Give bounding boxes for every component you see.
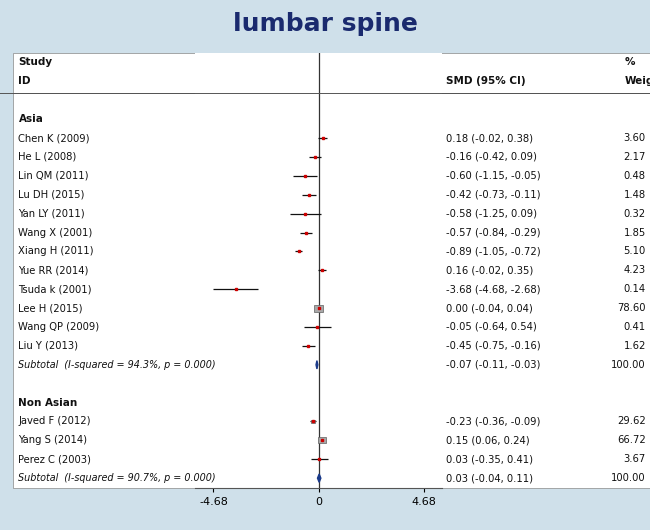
Text: Yang S (2014): Yang S (2014) xyxy=(18,435,88,445)
Text: 78.60: 78.60 xyxy=(618,303,646,313)
Text: 1.48: 1.48 xyxy=(624,190,646,200)
Text: Yue RR (2014): Yue RR (2014) xyxy=(18,266,89,275)
Text: 0.32: 0.32 xyxy=(624,209,646,218)
Text: Non Asian: Non Asian xyxy=(18,398,78,408)
Text: 3.60: 3.60 xyxy=(624,133,646,143)
Text: Lin QM (2011): Lin QM (2011) xyxy=(18,171,89,181)
Bar xyxy=(322,137,323,138)
Bar xyxy=(305,213,306,214)
Bar xyxy=(318,437,326,444)
Text: Wang QP (2009): Wang QP (2009) xyxy=(18,322,99,332)
Text: 100.00: 100.00 xyxy=(611,473,646,483)
Text: 0.03 (-0.04, 0.11): 0.03 (-0.04, 0.11) xyxy=(446,473,533,483)
Text: Liu Y (2013): Liu Y (2013) xyxy=(18,341,79,351)
Text: 100.00: 100.00 xyxy=(611,360,646,370)
Text: Javed F (2012): Javed F (2012) xyxy=(18,417,91,427)
Text: -0.05 (-0.64, 0.54): -0.05 (-0.64, 0.54) xyxy=(446,322,537,332)
Text: -0.57 (-0.84, -0.29): -0.57 (-0.84, -0.29) xyxy=(446,227,541,237)
Text: 3.67: 3.67 xyxy=(623,454,646,464)
Text: -0.16 (-0.42, 0.09): -0.16 (-0.42, 0.09) xyxy=(446,152,537,162)
Text: Lee H (2015): Lee H (2015) xyxy=(18,303,83,313)
Bar xyxy=(318,459,320,460)
Text: Tsuda k (2001): Tsuda k (2001) xyxy=(18,284,92,294)
Text: 0.14: 0.14 xyxy=(624,284,646,294)
Text: 0.18 (-0.02, 0.38): 0.18 (-0.02, 0.38) xyxy=(446,133,533,143)
Text: 0.00 (-0.04, 0.04): 0.00 (-0.04, 0.04) xyxy=(446,303,533,313)
Text: Xiang H (2011): Xiang H (2011) xyxy=(18,246,94,257)
Text: 66.72: 66.72 xyxy=(617,435,646,445)
Text: Weight: Weight xyxy=(625,76,650,86)
Text: Asia: Asia xyxy=(18,114,44,124)
Text: 0.15 (0.06, 0.24): 0.15 (0.06, 0.24) xyxy=(446,435,530,445)
Text: 2.17: 2.17 xyxy=(623,152,646,162)
Text: He L (2008): He L (2008) xyxy=(18,152,77,162)
Text: 0.48: 0.48 xyxy=(624,171,646,181)
Text: SMD (95% CI): SMD (95% CI) xyxy=(446,76,526,86)
Text: %: % xyxy=(625,57,636,67)
Text: 1.85: 1.85 xyxy=(623,227,646,237)
Text: Subtotal  (I-squared = 90.7%, p = 0.000): Subtotal (I-squared = 90.7%, p = 0.000) xyxy=(18,473,216,483)
Bar xyxy=(305,232,306,233)
Text: -0.89 (-1.05, -0.72): -0.89 (-1.05, -0.72) xyxy=(446,246,541,257)
Text: 5.10: 5.10 xyxy=(623,246,646,257)
Text: -0.45 (-0.75, -0.16): -0.45 (-0.75, -0.16) xyxy=(446,341,541,351)
Text: Study: Study xyxy=(18,57,53,67)
Bar xyxy=(317,326,318,328)
Text: Wang X (2001): Wang X (2001) xyxy=(18,227,93,237)
Text: Subtotal  (I-squared = 94.3%, p = 0.000): Subtotal (I-squared = 94.3%, p = 0.000) xyxy=(18,360,216,370)
Polygon shape xyxy=(317,474,321,482)
Text: 4.23: 4.23 xyxy=(624,266,646,275)
Text: -0.07 (-0.11, -0.03): -0.07 (-0.11, -0.03) xyxy=(446,360,541,370)
Text: 0.41: 0.41 xyxy=(624,322,646,332)
Text: ID: ID xyxy=(18,76,31,86)
Text: -0.23 (-0.36, -0.09): -0.23 (-0.36, -0.09) xyxy=(446,417,541,427)
Text: 0.03 (-0.35, 0.41): 0.03 (-0.35, 0.41) xyxy=(446,454,533,464)
Text: -0.42 (-0.73, -0.11): -0.42 (-0.73, -0.11) xyxy=(446,190,541,200)
Polygon shape xyxy=(316,360,318,369)
Text: -0.60 (-1.15, -0.05): -0.60 (-1.15, -0.05) xyxy=(446,171,541,181)
Text: 1.62: 1.62 xyxy=(623,341,646,351)
Text: Perez C (2003): Perez C (2003) xyxy=(18,454,92,464)
Text: Lu DH (2015): Lu DH (2015) xyxy=(18,190,85,200)
Text: -3.68 (-4.68, -2.68): -3.68 (-4.68, -2.68) xyxy=(446,284,541,294)
Bar xyxy=(314,305,323,312)
Bar xyxy=(322,270,323,271)
Text: -0.58 (-1.25, 0.09): -0.58 (-1.25, 0.09) xyxy=(446,209,537,218)
Text: Chen K (2009): Chen K (2009) xyxy=(18,133,90,143)
Text: 0.16 (-0.02, 0.35): 0.16 (-0.02, 0.35) xyxy=(446,266,534,275)
Bar xyxy=(311,420,315,423)
Text: 29.62: 29.62 xyxy=(617,417,646,427)
Text: Yan LY (2011): Yan LY (2011) xyxy=(18,209,85,218)
Bar xyxy=(298,251,299,252)
Text: lumbar spine: lumbar spine xyxy=(233,12,417,36)
